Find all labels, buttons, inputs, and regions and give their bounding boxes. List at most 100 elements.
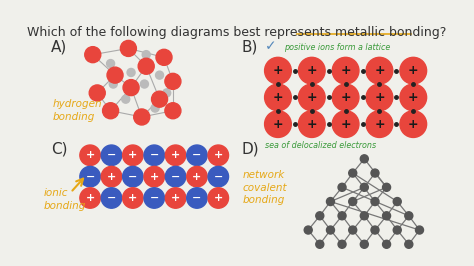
Circle shape	[122, 95, 130, 103]
Text: sea of delocalized electrons: sea of delocalized electrons	[264, 141, 376, 150]
Circle shape	[366, 84, 393, 111]
Circle shape	[299, 84, 325, 111]
Text: +: +	[340, 118, 351, 131]
Text: −: −	[171, 172, 180, 182]
Circle shape	[360, 155, 368, 163]
Text: positive ions form a lattice: positive ions form a lattice	[284, 43, 391, 52]
Circle shape	[109, 80, 117, 88]
Text: −: −	[214, 172, 223, 182]
Text: C): C)	[51, 141, 67, 156]
Circle shape	[264, 84, 292, 111]
Text: +: +	[307, 91, 317, 104]
Text: +: +	[374, 64, 385, 77]
Circle shape	[416, 226, 423, 234]
Circle shape	[127, 68, 135, 76]
Text: +: +	[128, 150, 137, 160]
Circle shape	[316, 240, 324, 248]
Circle shape	[123, 188, 143, 208]
Text: −: −	[149, 193, 159, 203]
Text: +: +	[408, 91, 419, 104]
Circle shape	[393, 198, 401, 206]
Circle shape	[163, 89, 171, 97]
Circle shape	[371, 226, 379, 234]
Text: +: +	[273, 64, 283, 77]
Circle shape	[349, 226, 357, 234]
Circle shape	[327, 226, 335, 234]
Circle shape	[144, 145, 164, 165]
Circle shape	[264, 57, 292, 84]
Circle shape	[165, 103, 181, 119]
Text: +: +	[340, 91, 351, 104]
Circle shape	[349, 198, 357, 206]
Text: +: +	[150, 172, 159, 182]
Circle shape	[123, 80, 139, 95]
Circle shape	[366, 111, 393, 138]
Text: Which of the following diagrams best represents metallic bonding?: Which of the following diagrams best rep…	[27, 26, 447, 39]
Circle shape	[101, 145, 122, 165]
Circle shape	[360, 240, 368, 248]
Circle shape	[264, 111, 292, 138]
Circle shape	[142, 51, 150, 59]
Circle shape	[134, 109, 150, 125]
Circle shape	[138, 58, 154, 74]
Text: hydrogen
bonding: hydrogen bonding	[53, 99, 102, 122]
Circle shape	[123, 167, 143, 187]
Text: +: +	[128, 193, 137, 203]
Circle shape	[165, 145, 186, 165]
Circle shape	[360, 183, 368, 191]
Circle shape	[152, 91, 168, 107]
Circle shape	[208, 167, 228, 187]
Circle shape	[123, 145, 143, 165]
Circle shape	[338, 183, 346, 191]
Circle shape	[304, 226, 312, 234]
Circle shape	[165, 73, 181, 89]
Circle shape	[208, 145, 228, 165]
Text: −: −	[85, 172, 95, 182]
Circle shape	[383, 240, 391, 248]
Circle shape	[165, 188, 186, 208]
Circle shape	[299, 111, 325, 138]
Text: network
covalent
bonding: network covalent bonding	[242, 171, 287, 205]
Circle shape	[107, 60, 115, 68]
Circle shape	[360, 212, 368, 220]
Circle shape	[80, 167, 100, 187]
Text: A): A)	[51, 40, 67, 55]
Circle shape	[371, 169, 379, 177]
Circle shape	[140, 80, 148, 88]
Text: ✓: ✓	[264, 40, 276, 53]
Circle shape	[107, 67, 123, 83]
Circle shape	[101, 167, 122, 187]
Text: −: −	[192, 193, 201, 203]
Circle shape	[187, 188, 207, 208]
Circle shape	[89, 85, 105, 101]
Circle shape	[151, 104, 159, 112]
Circle shape	[400, 111, 427, 138]
Circle shape	[102, 103, 118, 119]
Text: ionic
bonding: ionic bonding	[44, 188, 86, 211]
Circle shape	[156, 49, 172, 65]
Text: +: +	[85, 150, 95, 160]
Text: +: +	[307, 64, 317, 77]
Text: +: +	[192, 172, 201, 182]
Circle shape	[187, 145, 207, 165]
Text: +: +	[171, 193, 180, 203]
Circle shape	[371, 198, 379, 206]
Text: +: +	[307, 118, 317, 131]
Circle shape	[405, 240, 413, 248]
Text: −: −	[107, 150, 116, 160]
Circle shape	[120, 40, 137, 56]
Text: −: −	[128, 172, 137, 182]
Text: B): B)	[241, 40, 258, 55]
Text: +: +	[340, 64, 351, 77]
Circle shape	[393, 226, 401, 234]
Text: −: −	[107, 193, 116, 203]
Text: +: +	[273, 91, 283, 104]
Circle shape	[165, 167, 186, 187]
Circle shape	[383, 183, 391, 191]
Circle shape	[208, 188, 228, 208]
Text: −: −	[149, 150, 159, 160]
Circle shape	[80, 188, 100, 208]
Circle shape	[144, 188, 164, 208]
Text: +: +	[107, 172, 116, 182]
Circle shape	[155, 71, 164, 79]
